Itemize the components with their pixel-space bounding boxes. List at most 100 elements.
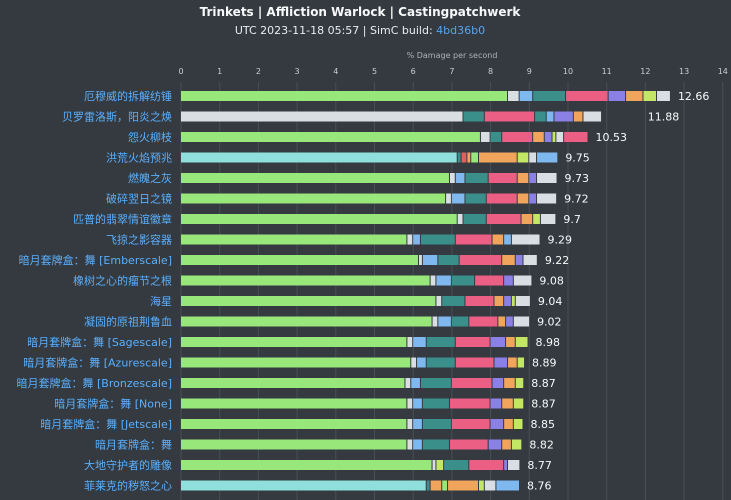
bar-segment (465, 296, 493, 306)
bar-segment (533, 132, 544, 142)
bar-segment (413, 399, 422, 409)
x-tick-label: 5 (372, 67, 377, 76)
value-label: 9.02 (537, 316, 562, 329)
bar-segment (181, 91, 507, 101)
bar-segment (514, 419, 523, 429)
category-label[interactable]: 暗月套牌盒：舞 [Emberscale] (19, 253, 172, 267)
category-label[interactable]: 破碎翌日之镜 (106, 192, 172, 206)
bar-segment (518, 153, 529, 163)
value-label: 9.08 (539, 275, 564, 288)
bar-segment (181, 194, 445, 204)
category-label[interactable]: 暗月套牌盒：舞 [Jetscale] (40, 417, 172, 431)
category-label[interactable]: 洪荒火焰预兆 (106, 151, 172, 165)
bar-group[interactable] (181, 214, 555, 224)
bar-segment (489, 173, 517, 183)
bar-segment (498, 317, 505, 327)
x-tick-label: 7 (449, 67, 454, 76)
bar-segment (537, 173, 557, 183)
bar-group[interactable] (181, 194, 556, 204)
category-label[interactable]: 燃魄之灰 (128, 171, 172, 185)
bar-group[interactable] (181, 235, 540, 245)
bar-segment (508, 460, 519, 470)
bar-segment (504, 235, 511, 245)
value-label: 8.85 (530, 418, 555, 431)
value-label: 8.87 (531, 377, 556, 390)
category-label[interactable]: 橡树之心的瘤节之根 (73, 274, 172, 288)
value-label: 9.04 (538, 295, 563, 308)
bar-segment (508, 358, 517, 368)
bar-group[interactable] (181, 378, 523, 388)
bar-group[interactable] (181, 481, 519, 491)
bar-segment (413, 419, 422, 429)
bar-group[interactable] (181, 91, 670, 101)
bar-segment (504, 276, 513, 286)
bar-segment (452, 317, 468, 327)
category-label[interactable]: 暗月套牌盒：舞 (95, 438, 172, 452)
bar-group[interactable] (181, 337, 528, 347)
category-label[interactable]: 匹普的翡翠情谊徽章 (73, 212, 172, 226)
bar-segment (516, 296, 530, 306)
bar-segment (566, 91, 608, 101)
category-label[interactable]: 暗月套牌盒：舞 [Azurescale] (23, 356, 172, 370)
bar-segment (458, 214, 463, 224)
bar-segment (471, 153, 478, 163)
x-tick-label: 4 (333, 67, 338, 76)
bar-segment (413, 235, 420, 245)
value-label: 9.75 (565, 152, 590, 165)
x-axis-title: % Damage per second (407, 51, 498, 60)
bar-segment (411, 358, 416, 368)
bar-group[interactable] (181, 419, 522, 429)
bar-segment (504, 419, 513, 429)
category-label[interactable]: 暗月套牌盒：舞 [None] (54, 397, 172, 411)
bar-group[interactable] (181, 173, 557, 183)
bar-group[interactable] (181, 112, 601, 122)
bar-segment (427, 337, 455, 347)
value-label: 8.87 (531, 398, 556, 411)
bar-group[interactable] (181, 153, 557, 163)
category-label[interactable]: 怨火柳枝 (128, 130, 172, 144)
bar-segment (504, 460, 507, 470)
bar-segment (545, 132, 552, 142)
bar-group[interactable] (181, 399, 523, 409)
x-tick-label: 8 (488, 67, 493, 76)
bar-segment (583, 112, 601, 122)
category-label[interactable]: 飞掠之影容器 (106, 233, 172, 247)
category-label[interactable]: 贝罗雷洛斯，阳炎之焕 (62, 110, 172, 124)
x-tick-label: 3 (295, 67, 300, 76)
x-tick-label: 2 (256, 67, 261, 76)
bar-segment (493, 378, 504, 388)
bar-segment (512, 440, 521, 450)
bar-group[interactable] (181, 317, 529, 327)
value-label: 9.73 (565, 172, 590, 185)
bar-segment (442, 296, 464, 306)
value-label: 8.98 (536, 336, 561, 349)
bar-segment (431, 481, 442, 491)
bar-segment (405, 378, 410, 388)
bar-segment (456, 358, 494, 368)
bar-group[interactable] (181, 440, 521, 450)
category-label[interactable]: 大地守护者的雕像 (84, 458, 172, 472)
bar-segment (469, 460, 503, 470)
category-label[interactable]: 暗月套牌盒：舞 [Bronzescale] (17, 376, 173, 390)
bar-group[interactable] (181, 460, 519, 470)
category-label[interactable]: 厄穆威的拆解纺锤 (84, 89, 172, 103)
category-label[interactable]: 菲莱克的秽怒之心 (84, 479, 172, 493)
bar-segment (450, 440, 488, 450)
bar-segment (460, 255, 502, 265)
bar-group[interactable] (181, 296, 530, 306)
bar-segment (522, 214, 533, 224)
bar-segment (452, 419, 490, 429)
category-label[interactable]: 海星 (150, 294, 172, 308)
bar-group[interactable] (181, 255, 537, 265)
bar-segment (181, 399, 406, 409)
category-label[interactable]: 暗月套牌盒：舞 [Sagescale] (27, 335, 172, 349)
bar-segment (181, 460, 432, 470)
category-label[interactable]: 凝固的原祖荆鲁血 (84, 315, 172, 329)
bar-group[interactable] (181, 132, 588, 142)
bar-segment (436, 296, 441, 306)
bar-group[interactable] (181, 358, 524, 368)
bar-group[interactable] (181, 276, 531, 286)
bar-segment (446, 194, 451, 204)
bar-segment (411, 378, 420, 388)
build-link[interactable]: 4bd36b0 (436, 24, 485, 37)
